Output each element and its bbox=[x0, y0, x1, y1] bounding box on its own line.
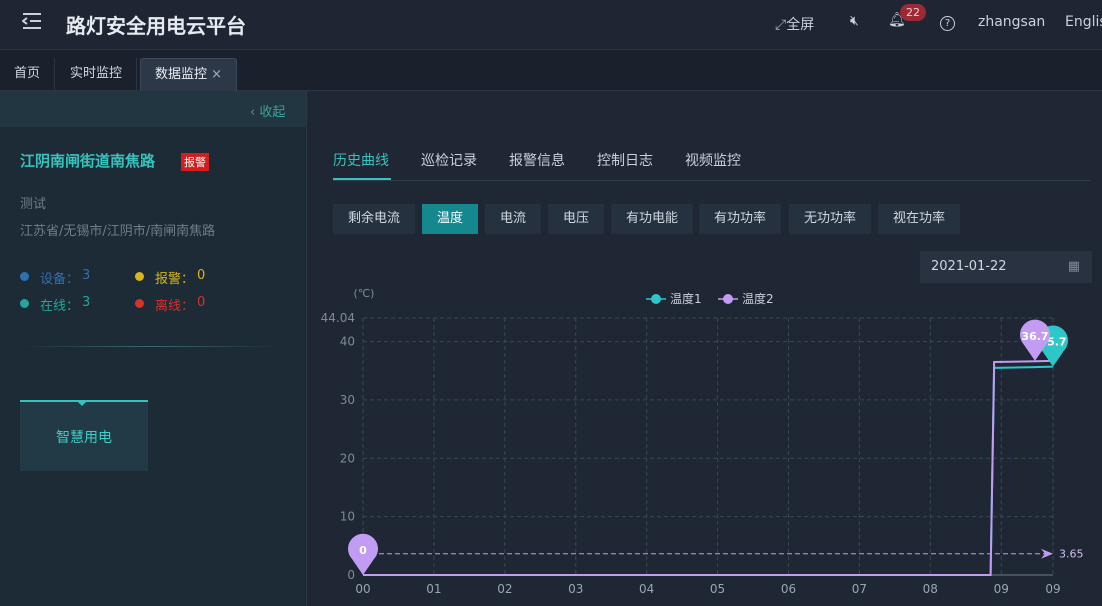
min-pin bbox=[348, 533, 378, 575]
language[interactable]: English bbox=[1065, 14, 1102, 30]
collapse-label: 收起 bbox=[259, 105, 286, 120]
x-tick-label: 06 bbox=[781, 582, 796, 596]
header: 路灯安全用电云平台 ⤢全屏 🔇︎ 🔔︎ 22 ? zhangsan Englis… bbox=[0, 0, 1102, 50]
stat-dot bbox=[135, 299, 144, 308]
tab[interactable]: 首页 bbox=[0, 58, 56, 90]
x-tick-label: 09 bbox=[1045, 582, 1060, 596]
stat-value: 0 bbox=[197, 268, 206, 283]
app-title: 路灯安全用电云平台 bbox=[66, 14, 246, 38]
address: 江苏省/无锡市/江阴市/南闸南焦路 bbox=[20, 224, 216, 239]
legend-label: 温度1 bbox=[670, 291, 702, 306]
stat-label: 在线： bbox=[40, 299, 80, 314]
stat-dot bbox=[20, 299, 29, 308]
menu-icon[interactable] bbox=[22, 12, 42, 30]
metric-button[interactable]: 温度 bbox=[422, 204, 479, 234]
legend-dot bbox=[651, 294, 661, 304]
series-line bbox=[363, 365, 1054, 576]
max-pin bbox=[1020, 319, 1050, 361]
subtab-underline bbox=[333, 178, 391, 180]
x-tick-label: 09 bbox=[994, 582, 1009, 596]
badge: 22 bbox=[900, 4, 926, 21]
device-name: 测试 bbox=[20, 197, 47, 212]
metric-button[interactable]: 视在功率 bbox=[878, 204, 961, 234]
average-label: 3.65 bbox=[1059, 548, 1084, 561]
user[interactable]: zhangsan bbox=[978, 14, 1046, 30]
metric-button[interactable]: 有功电能 bbox=[611, 204, 694, 234]
collapse[interactable]: ‹ 收起 bbox=[250, 105, 286, 120]
subtab[interactable]: 巡检记录 bbox=[421, 153, 477, 169]
average-arrow bbox=[1041, 548, 1053, 559]
stat-value: 3 bbox=[82, 268, 91, 283]
y-tick-label: 10 bbox=[340, 510, 355, 524]
legend-dot bbox=[723, 294, 733, 304]
x-tick-label: 01 bbox=[426, 582, 441, 596]
stat-value: 0 bbox=[197, 295, 206, 310]
x-tick-label: 04 bbox=[639, 582, 654, 596]
close-icon[interactable]: × bbox=[207, 67, 223, 82]
stat-dot bbox=[135, 272, 144, 281]
min-pin-label: 0 bbox=[359, 544, 367, 557]
legend-label: 温度2 bbox=[742, 291, 774, 306]
legend-item: 温度2 bbox=[718, 291, 774, 306]
series-line bbox=[363, 359, 1054, 576]
metric-button[interactable]: 有功功率 bbox=[699, 204, 782, 234]
metric-button[interactable]: 电流 bbox=[485, 204, 542, 234]
card[interactable]: 智慧用电 bbox=[20, 400, 148, 471]
fullscreen-label: 全屏 bbox=[786, 17, 815, 33]
stat-label: 离线： bbox=[155, 299, 195, 314]
y-tick-label: 0 bbox=[347, 568, 355, 582]
y-tick-label: 30 bbox=[340, 393, 355, 407]
subtab[interactable]: 报警信息 bbox=[509, 153, 565, 169]
metric-button[interactable]: 剩余电流 bbox=[333, 204, 416, 234]
max-pin-label: 36.7 bbox=[1021, 330, 1048, 343]
subtab[interactable]: 视频监控 bbox=[685, 153, 741, 169]
mute-icon[interactable]: 🔇︎ bbox=[850, 13, 859, 29]
tab[interactable]: 实时监控 bbox=[56, 58, 138, 90]
x-tick-label: 08 bbox=[923, 582, 938, 596]
fullscreen[interactable]: ⤢全屏 bbox=[775, 17, 815, 33]
help-icon[interactable]: ? bbox=[940, 16, 955, 31]
card-label: 智慧用电 bbox=[56, 430, 112, 446]
chart: (℃) 0 10 20 30 40 44.04 00 01 02 03 04 05 06 07 08 09 09 温… bbox=[321, 287, 1084, 596]
date: 2021-01-22 bbox=[931, 259, 1007, 274]
y-axis-label: (℃) bbox=[354, 287, 375, 300]
y-tick-label: 20 bbox=[340, 451, 355, 465]
alarm-tag: 报警 bbox=[181, 153, 209, 171]
y-tick-label: 44.04 bbox=[321, 311, 355, 325]
metric-button[interactable]: 无功功率 bbox=[789, 204, 872, 234]
stat-label: 报警： bbox=[155, 272, 195, 287]
date-picker[interactable]: 2021-01-22 ▦ bbox=[920, 251, 1092, 283]
metric-button[interactable]: 电压 bbox=[548, 204, 605, 234]
x-tick-label: 07 bbox=[852, 582, 867, 596]
x-tick-label: 00 bbox=[355, 582, 370, 596]
tab-bar: 首页 实时监控 数据监控 × bbox=[0, 50, 1102, 91]
stat-value: 3 bbox=[82, 295, 91, 310]
stat-label: 设备： bbox=[40, 272, 80, 287]
subtab[interactable]: 历史曲线 bbox=[333, 153, 389, 169]
tab[interactable]: 数据监控 × bbox=[140, 58, 238, 91]
location: 江阴南闸街道南焦路 bbox=[20, 152, 156, 170]
legend-item: 温度1 bbox=[646, 291, 702, 306]
sidebar: ‹ 收起 江阴南闸街道南焦路 报警 测试 江苏省/无锡市/江阴市/南闸南焦路 智… bbox=[0, 91, 307, 606]
x-tick-label: 03 bbox=[568, 582, 583, 596]
y-tick-label: 40 bbox=[340, 335, 355, 349]
subtab[interactable]: 控制日志 bbox=[597, 153, 653, 169]
x-tick-label: 05 bbox=[710, 582, 725, 596]
x-tick-label: 02 bbox=[497, 582, 512, 596]
stat-dot bbox=[20, 272, 29, 281]
